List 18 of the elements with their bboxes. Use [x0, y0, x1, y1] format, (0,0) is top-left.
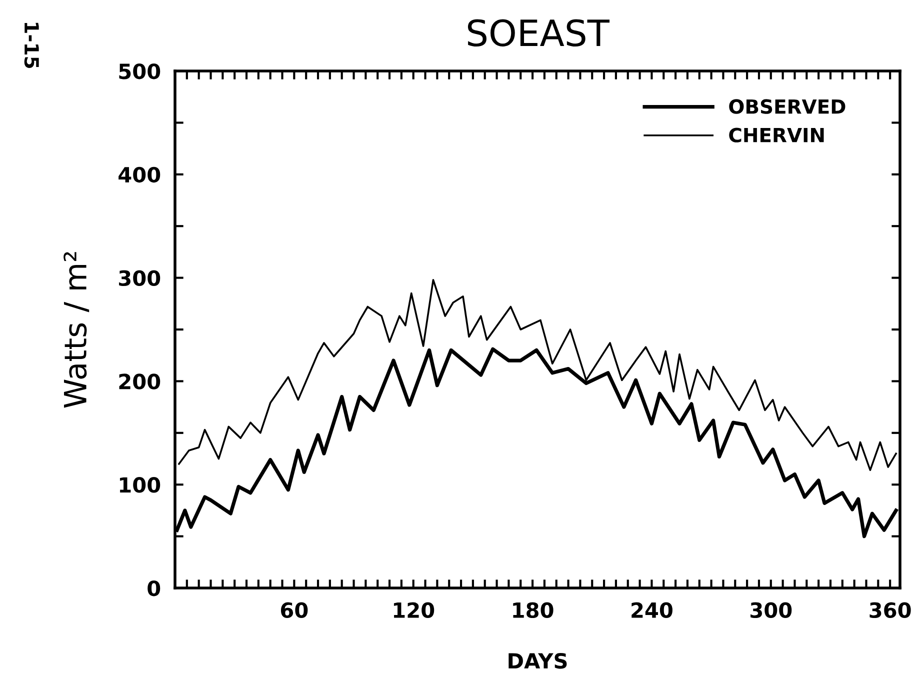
x-tick-label: 60: [280, 602, 308, 618]
y-tick-label: 500: [119, 63, 160, 80]
x-tick-label: 180: [513, 602, 554, 618]
y-tick-label: 400: [118, 166, 160, 183]
text: 1-15: [24, 22, 39, 68]
x-tick-label: 300: [750, 602, 792, 618]
legend-label: OBSERVED: [729, 99, 846, 114]
y-tick-label: 200: [119, 374, 160, 390]
y-tick-label: 0: [148, 580, 160, 596]
x-axis-title: DAYS: [508, 652, 567, 669]
x-tick-label: 120: [394, 602, 434, 618]
x-tick-label: 360: [870, 602, 911, 618]
x-tick-label: 240: [632, 602, 672, 618]
y-axis-title: Watts / m²: [64, 252, 90, 408]
y-tick-label: 100: [120, 477, 160, 493]
y-tick-label: 300: [119, 270, 160, 286]
chart-title: SOEAST: [468, 19, 610, 47]
legend-label: CHERVIN: [729, 128, 824, 142]
